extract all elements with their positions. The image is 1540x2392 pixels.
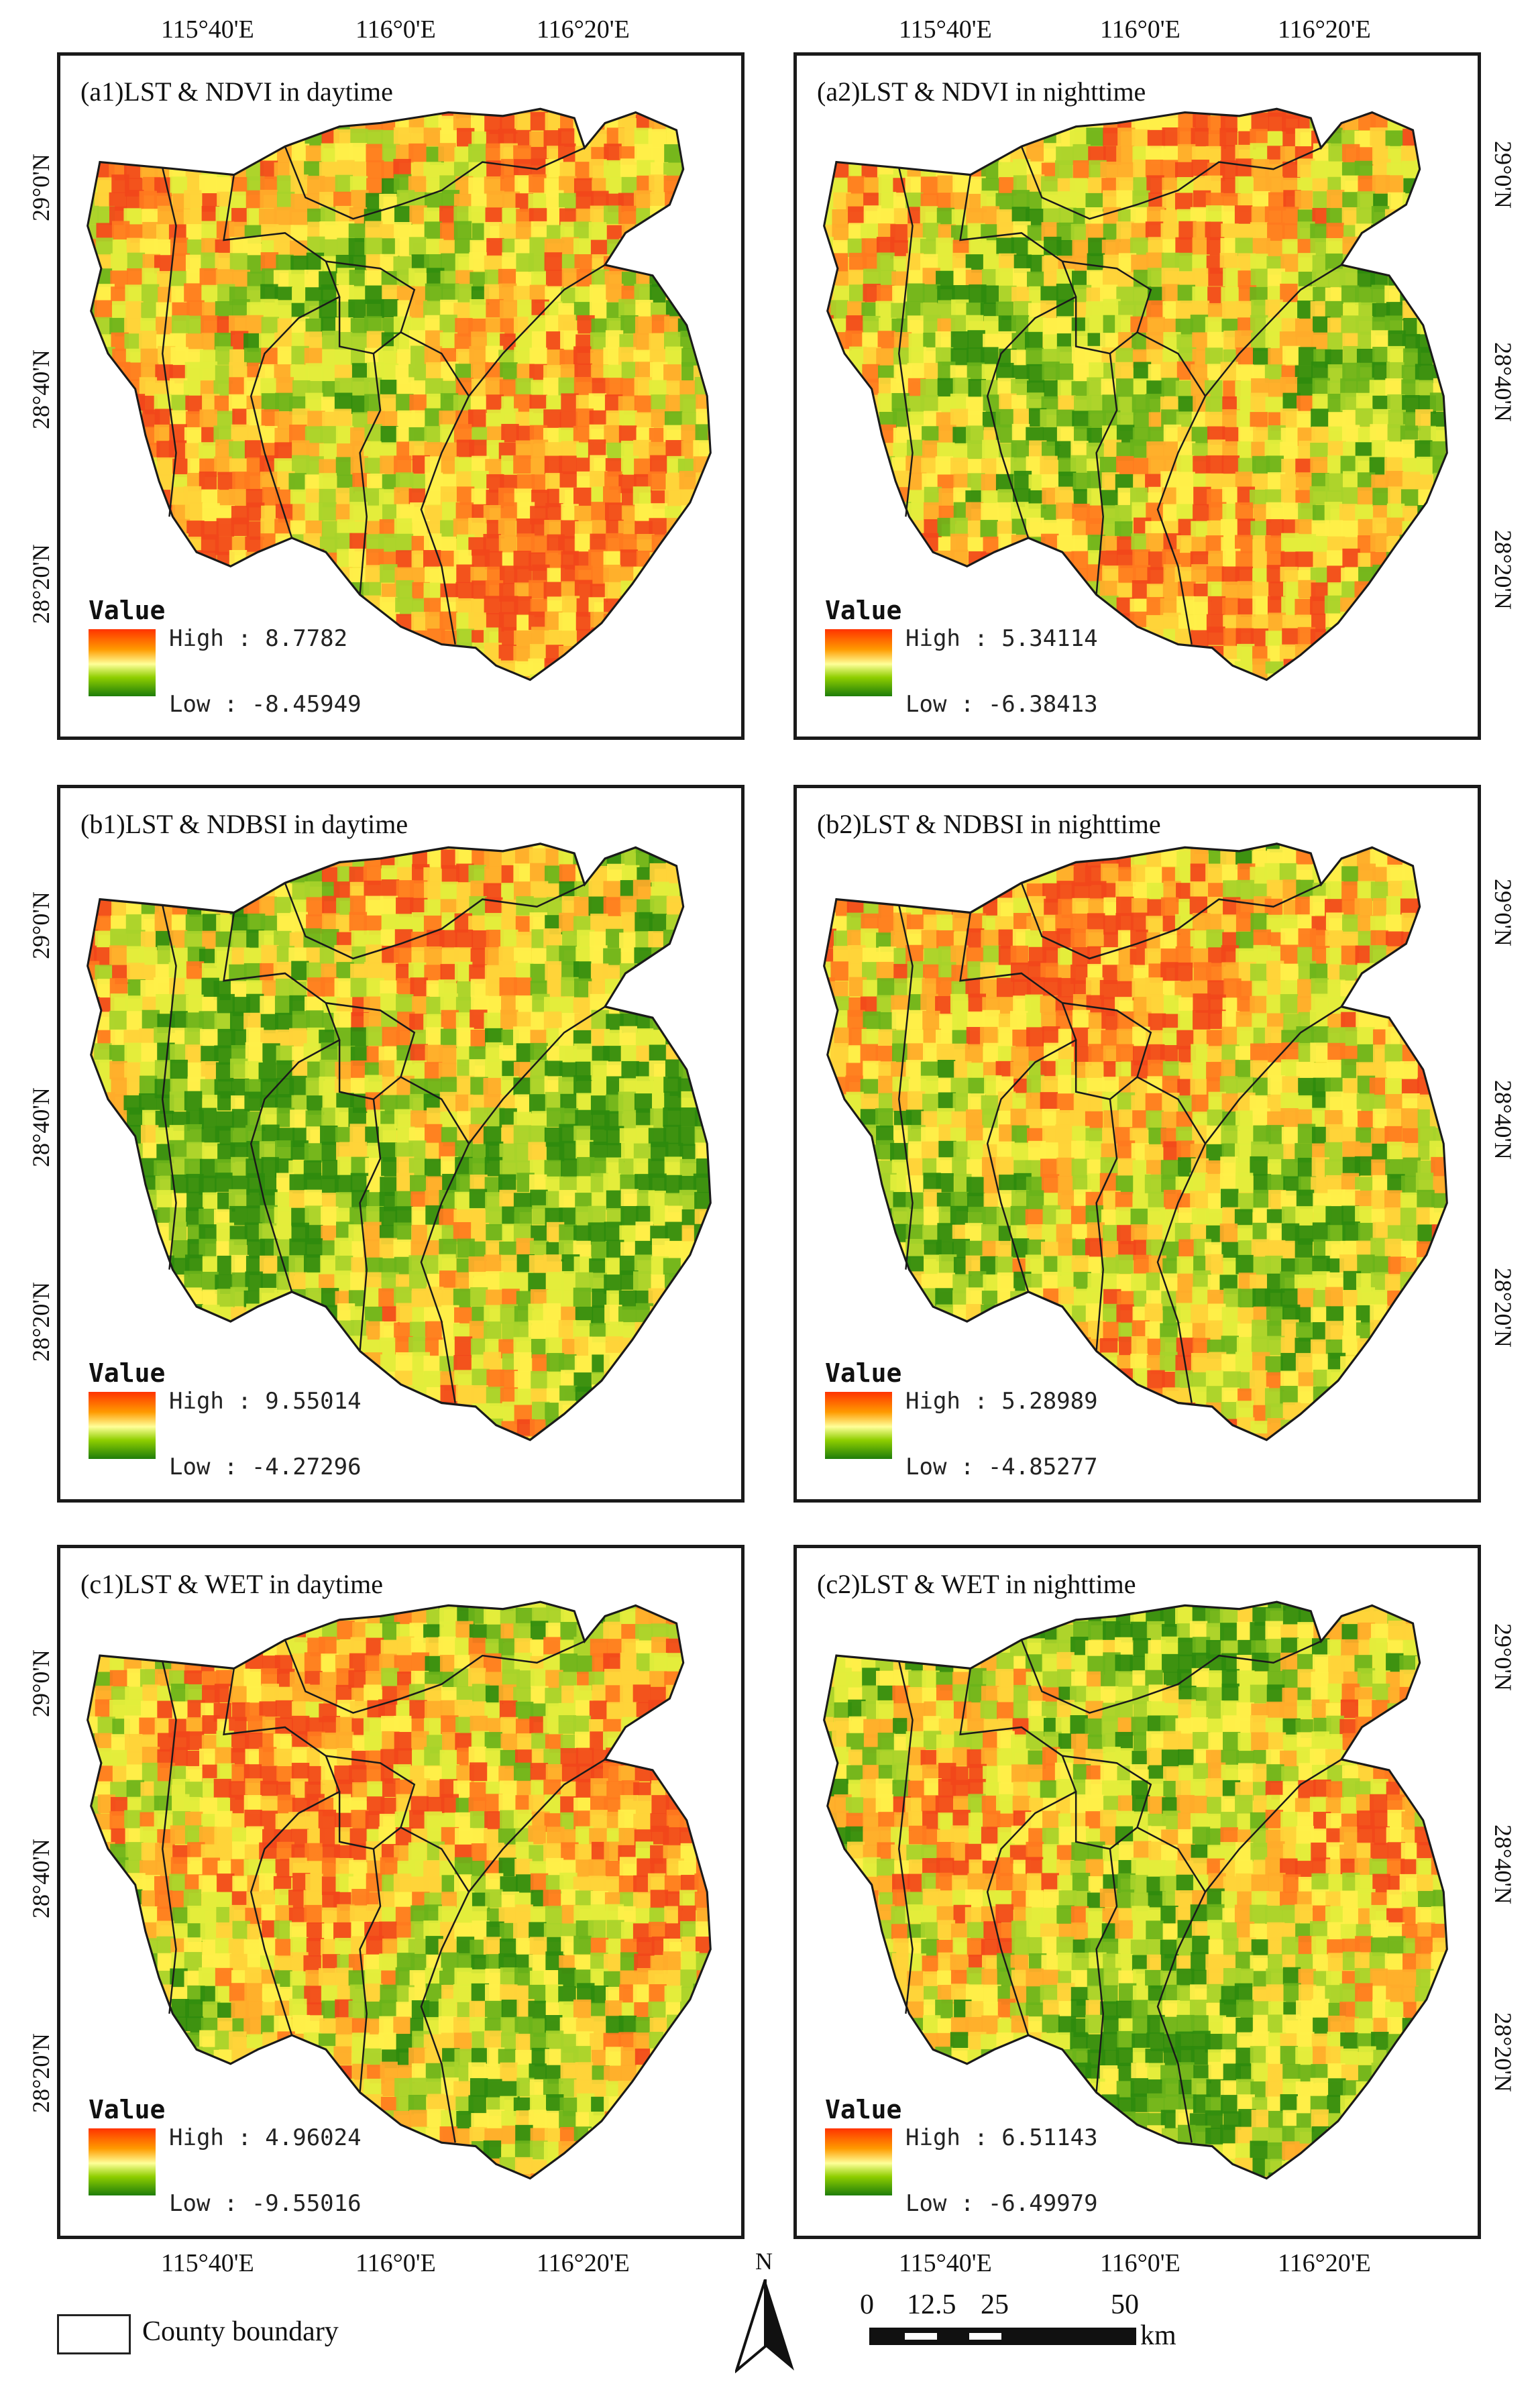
lat-label-right-a-3: 28°20'N bbox=[1490, 530, 1517, 610]
county-boundary-swatch bbox=[57, 2314, 131, 2354]
lon-label-bottom-right-3: 116°20'E bbox=[1278, 2249, 1371, 2277]
map-panel-1: (a1)LST & NDVI in daytime Value High : 8.7… bbox=[57, 52, 745, 740]
lat-label-right-b-1: 29°0'N bbox=[1490, 879, 1517, 946]
raster-map-6 bbox=[823, 1600, 1448, 2180]
north-arrow-icon bbox=[735, 2279, 794, 2373]
legend-high-2: High : 5.34114 bbox=[905, 625, 1098, 652]
panel-title-5: (c1)LST & WET in daytime bbox=[80, 1569, 384, 1599]
scale-bar bbox=[869, 2328, 1136, 2345]
legend-low-3: Low : -4.27296 bbox=[169, 1454, 362, 1480]
legend-high-4: High : 5.28989 bbox=[905, 1388, 1098, 1415]
lat-label-right-b-2: 28°40'N bbox=[1490, 1080, 1517, 1160]
legend-high-1: High : 8.7782 bbox=[169, 625, 348, 652]
raster-map-5 bbox=[87, 1600, 712, 2180]
map-panel-2: (a2)LST & NDVI in nighttime Value High : 5… bbox=[793, 52, 1481, 740]
lon-label-top-left-3: 116°20'E bbox=[1278, 15, 1371, 44]
legend-high-5: High : 4.96024 bbox=[169, 2124, 362, 2151]
lat-label-left-b-1: 29°0'N bbox=[28, 891, 54, 959]
legend-colorbar-4 bbox=[825, 1392, 892, 1459]
panel-title-2: (a2)LST & NDVI in nighttime bbox=[817, 76, 1146, 107]
legend-low-4: Low : -4.85277 bbox=[905, 1454, 1098, 1480]
legend-high-6: High : 6.51143 bbox=[905, 2124, 1098, 2151]
lon-label-top-right-2: 116°0'E bbox=[355, 15, 436, 44]
lon-label-top-right-3: 116°20'E bbox=[537, 15, 630, 44]
raster-map-4 bbox=[823, 842, 1448, 1442]
map-panel-5: (c1)LST & WET in daytime Value High : 4.96… bbox=[57, 1545, 745, 2239]
map-panel-4: (b2)LST & NDBSI in nighttime Value High : … bbox=[793, 785, 1481, 1503]
lat-label-left-c-2: 28°40'N bbox=[28, 1839, 54, 1918]
lon-label-bottom-left-2: 116°0'E bbox=[355, 2249, 436, 2277]
lat-label-left-b-3: 28°20'N bbox=[28, 1282, 54, 1362]
legend-low-2: Low : -6.38413 bbox=[905, 691, 1098, 718]
lon-label-bottom-right-2: 116°0'E bbox=[1100, 2249, 1180, 2277]
panel-title-6: (c2)LST & WET in nighttime bbox=[817, 1569, 1136, 1599]
legend-colorbar-1 bbox=[89, 629, 156, 696]
lon-label-top-right-1: 115°40'E bbox=[161, 15, 254, 44]
legend-title-3: Value bbox=[89, 1358, 166, 1388]
panel-title-4: (b2)LST & NDBSI in nighttime bbox=[817, 809, 1161, 839]
legend-low-1: Low : -8.45949 bbox=[169, 691, 362, 718]
lat-label-left-c-3: 28°20'N bbox=[28, 2033, 54, 2113]
legend-title-4: Value bbox=[825, 1358, 902, 1388]
lat-label-left-a-2: 28°40'N bbox=[28, 349, 54, 429]
legend-colorbar-2 bbox=[825, 629, 892, 696]
legend-colorbar-3 bbox=[89, 1392, 156, 1459]
legend-low-6: Low : -6.49979 bbox=[905, 2190, 1098, 2217]
raster-map-3 bbox=[87, 842, 712, 1442]
legend-colorbar-5 bbox=[89, 2128, 156, 2195]
legend-colorbar-6 bbox=[825, 2128, 892, 2195]
lat-label-left-b-2: 28°40'N bbox=[28, 1087, 54, 1167]
lat-label-right-a-2: 28°40'N bbox=[1490, 342, 1517, 422]
legend-title-1: Value bbox=[89, 596, 166, 625]
raster-map-2 bbox=[823, 107, 1448, 682]
legend-high-3: High : 9.55014 bbox=[169, 1388, 362, 1415]
lon-label-top-left-1: 115°40'E bbox=[899, 15, 992, 44]
lon-label-top-left-2: 116°0'E bbox=[1100, 15, 1180, 44]
map-panel-6: (c2)LST & WET in nighttime Value High : 6.… bbox=[793, 1545, 1481, 2239]
scale-tick-25: 25 bbox=[981, 2289, 1009, 2320]
lat-label-left-c-1: 29°0'N bbox=[28, 1649, 54, 1717]
scale-unit: km bbox=[1140, 2320, 1176, 2351]
scale-tick-12-5: 12.5 bbox=[907, 2289, 956, 2320]
lon-label-bottom-left-3: 116°20'E bbox=[537, 2249, 630, 2277]
raster-map-1 bbox=[87, 107, 712, 682]
north-label: N bbox=[755, 2248, 773, 2275]
lat-label-right-c-2: 28°40'N bbox=[1490, 1825, 1517, 1904]
lon-label-bottom-left-1: 115°40'E bbox=[161, 2249, 254, 2277]
county-boundary-label: County boundary bbox=[142, 2316, 339, 2347]
legend-low-5: Low : -9.55016 bbox=[169, 2190, 362, 2217]
panel-title-1: (a1)LST & NDVI in daytime bbox=[80, 76, 393, 107]
lat-label-right-a-1: 29°0'N bbox=[1490, 141, 1517, 209]
legend-title-2: Value bbox=[825, 596, 902, 625]
lat-label-left-a-3: 28°20'N bbox=[28, 544, 54, 624]
lat-label-right-c-1: 29°0'N bbox=[1490, 1623, 1517, 1691]
lon-label-bottom-right-1: 115°40'E bbox=[899, 2249, 992, 2277]
legend-title-5: Value bbox=[89, 2095, 166, 2124]
lat-label-right-b-3: 28°20'N bbox=[1490, 1268, 1517, 1348]
lat-label-left-a-1: 29°0'N bbox=[28, 154, 54, 221]
map-panel-3: (b1)LST & NDBSI in daytime Value High : 9.… bbox=[57, 785, 745, 1503]
scale-tick-50: 50 bbox=[1111, 2289, 1139, 2320]
legend-title-6: Value bbox=[825, 2095, 902, 2124]
lat-label-right-c-3: 28°20'N bbox=[1490, 2012, 1517, 2092]
panel-title-3: (b1)LST & NDBSI in daytime bbox=[80, 809, 408, 839]
scale-tick-0: 0 bbox=[860, 2289, 874, 2320]
